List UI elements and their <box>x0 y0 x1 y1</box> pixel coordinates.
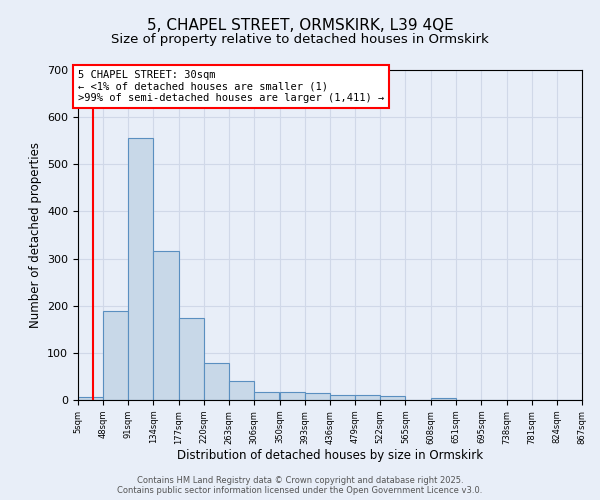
Bar <box>103 312 128 400</box>
Y-axis label: Number of detached properties: Number of detached properties <box>29 142 41 328</box>
Bar <box>380 396 406 400</box>
Bar <box>280 392 305 400</box>
Bar <box>128 138 154 400</box>
Bar <box>355 396 380 400</box>
Bar <box>204 363 229 400</box>
Bar <box>254 392 279 400</box>
Text: 5, CHAPEL STREET, ORMSKIRK, L39 4QE: 5, CHAPEL STREET, ORMSKIRK, L39 4QE <box>146 18 454 32</box>
Bar <box>179 318 204 400</box>
Bar <box>78 396 103 400</box>
Bar <box>154 252 179 400</box>
Bar <box>330 396 355 400</box>
Text: Size of property relative to detached houses in Ormskirk: Size of property relative to detached ho… <box>111 32 489 46</box>
Bar <box>431 398 456 400</box>
X-axis label: Distribution of detached houses by size in Ormskirk: Distribution of detached houses by size … <box>177 450 483 462</box>
Text: 5 CHAPEL STREET: 30sqm
← <1% of detached houses are smaller (1)
>99% of semi-det: 5 CHAPEL STREET: 30sqm ← <1% of detached… <box>78 70 384 103</box>
Bar <box>305 393 330 400</box>
Text: Contains HM Land Registry data © Crown copyright and database right 2025.
Contai: Contains HM Land Registry data © Crown c… <box>118 476 482 495</box>
Bar <box>229 381 254 400</box>
